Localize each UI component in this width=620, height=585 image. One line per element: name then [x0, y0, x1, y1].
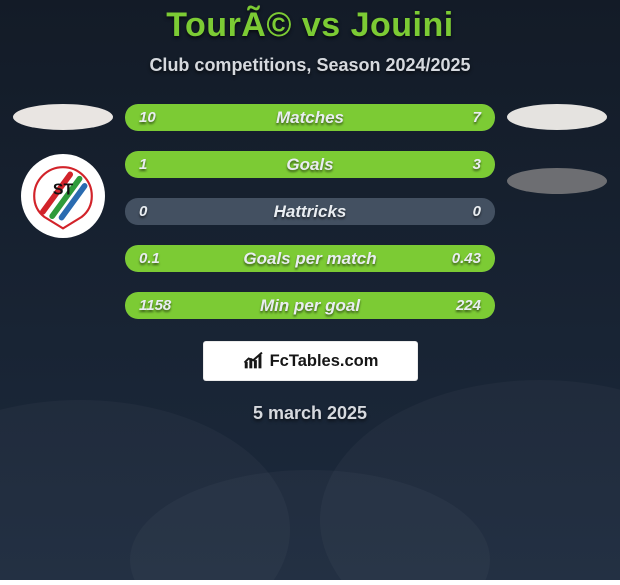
page-title: TourÃ© vs Jouini — [166, 6, 453, 45]
stat-label: Matches — [125, 104, 495, 131]
club-badge-icon: ST — [27, 160, 99, 232]
stat-label: Goals — [125, 151, 495, 178]
date-text: 5 march 2025 — [253, 403, 367, 424]
comparison-section: ST 107Matches 13Goals 00Hattricks 0.10.43Go… — [0, 104, 620, 319]
brand-badge[interactable]: FcTables.com — [203, 341, 418, 381]
subtitle: Club competitions, Season 2024/2025 — [149, 55, 470, 76]
stat-label: Min per goal — [125, 292, 495, 319]
left-player-col: ST — [8, 104, 118, 238]
right-player-col — [502, 104, 612, 194]
stat-bars: 107Matches 13Goals 00Hattricks 0.10.43Goals… — [125, 104, 495, 319]
stat-bar: 13Goals — [125, 151, 495, 178]
stat-label: Goals per match — [125, 245, 495, 272]
stat-label: Hattricks — [125, 198, 495, 225]
brand-text: FcTables.com — [270, 352, 379, 371]
stat-bar: 1158224Min per goal — [125, 292, 495, 319]
bar-chart-icon — [242, 350, 264, 372]
right-gray-ellipse — [507, 168, 607, 194]
svg-text:ST: ST — [53, 182, 74, 199]
stat-bar: 0.10.43Goals per match — [125, 245, 495, 272]
stat-bar: 107Matches — [125, 104, 495, 131]
left-club-logo: ST — [21, 154, 105, 238]
left-ellipse — [13, 104, 113, 130]
right-ellipse — [507, 104, 607, 130]
stat-bar: 00Hattricks — [125, 198, 495, 225]
